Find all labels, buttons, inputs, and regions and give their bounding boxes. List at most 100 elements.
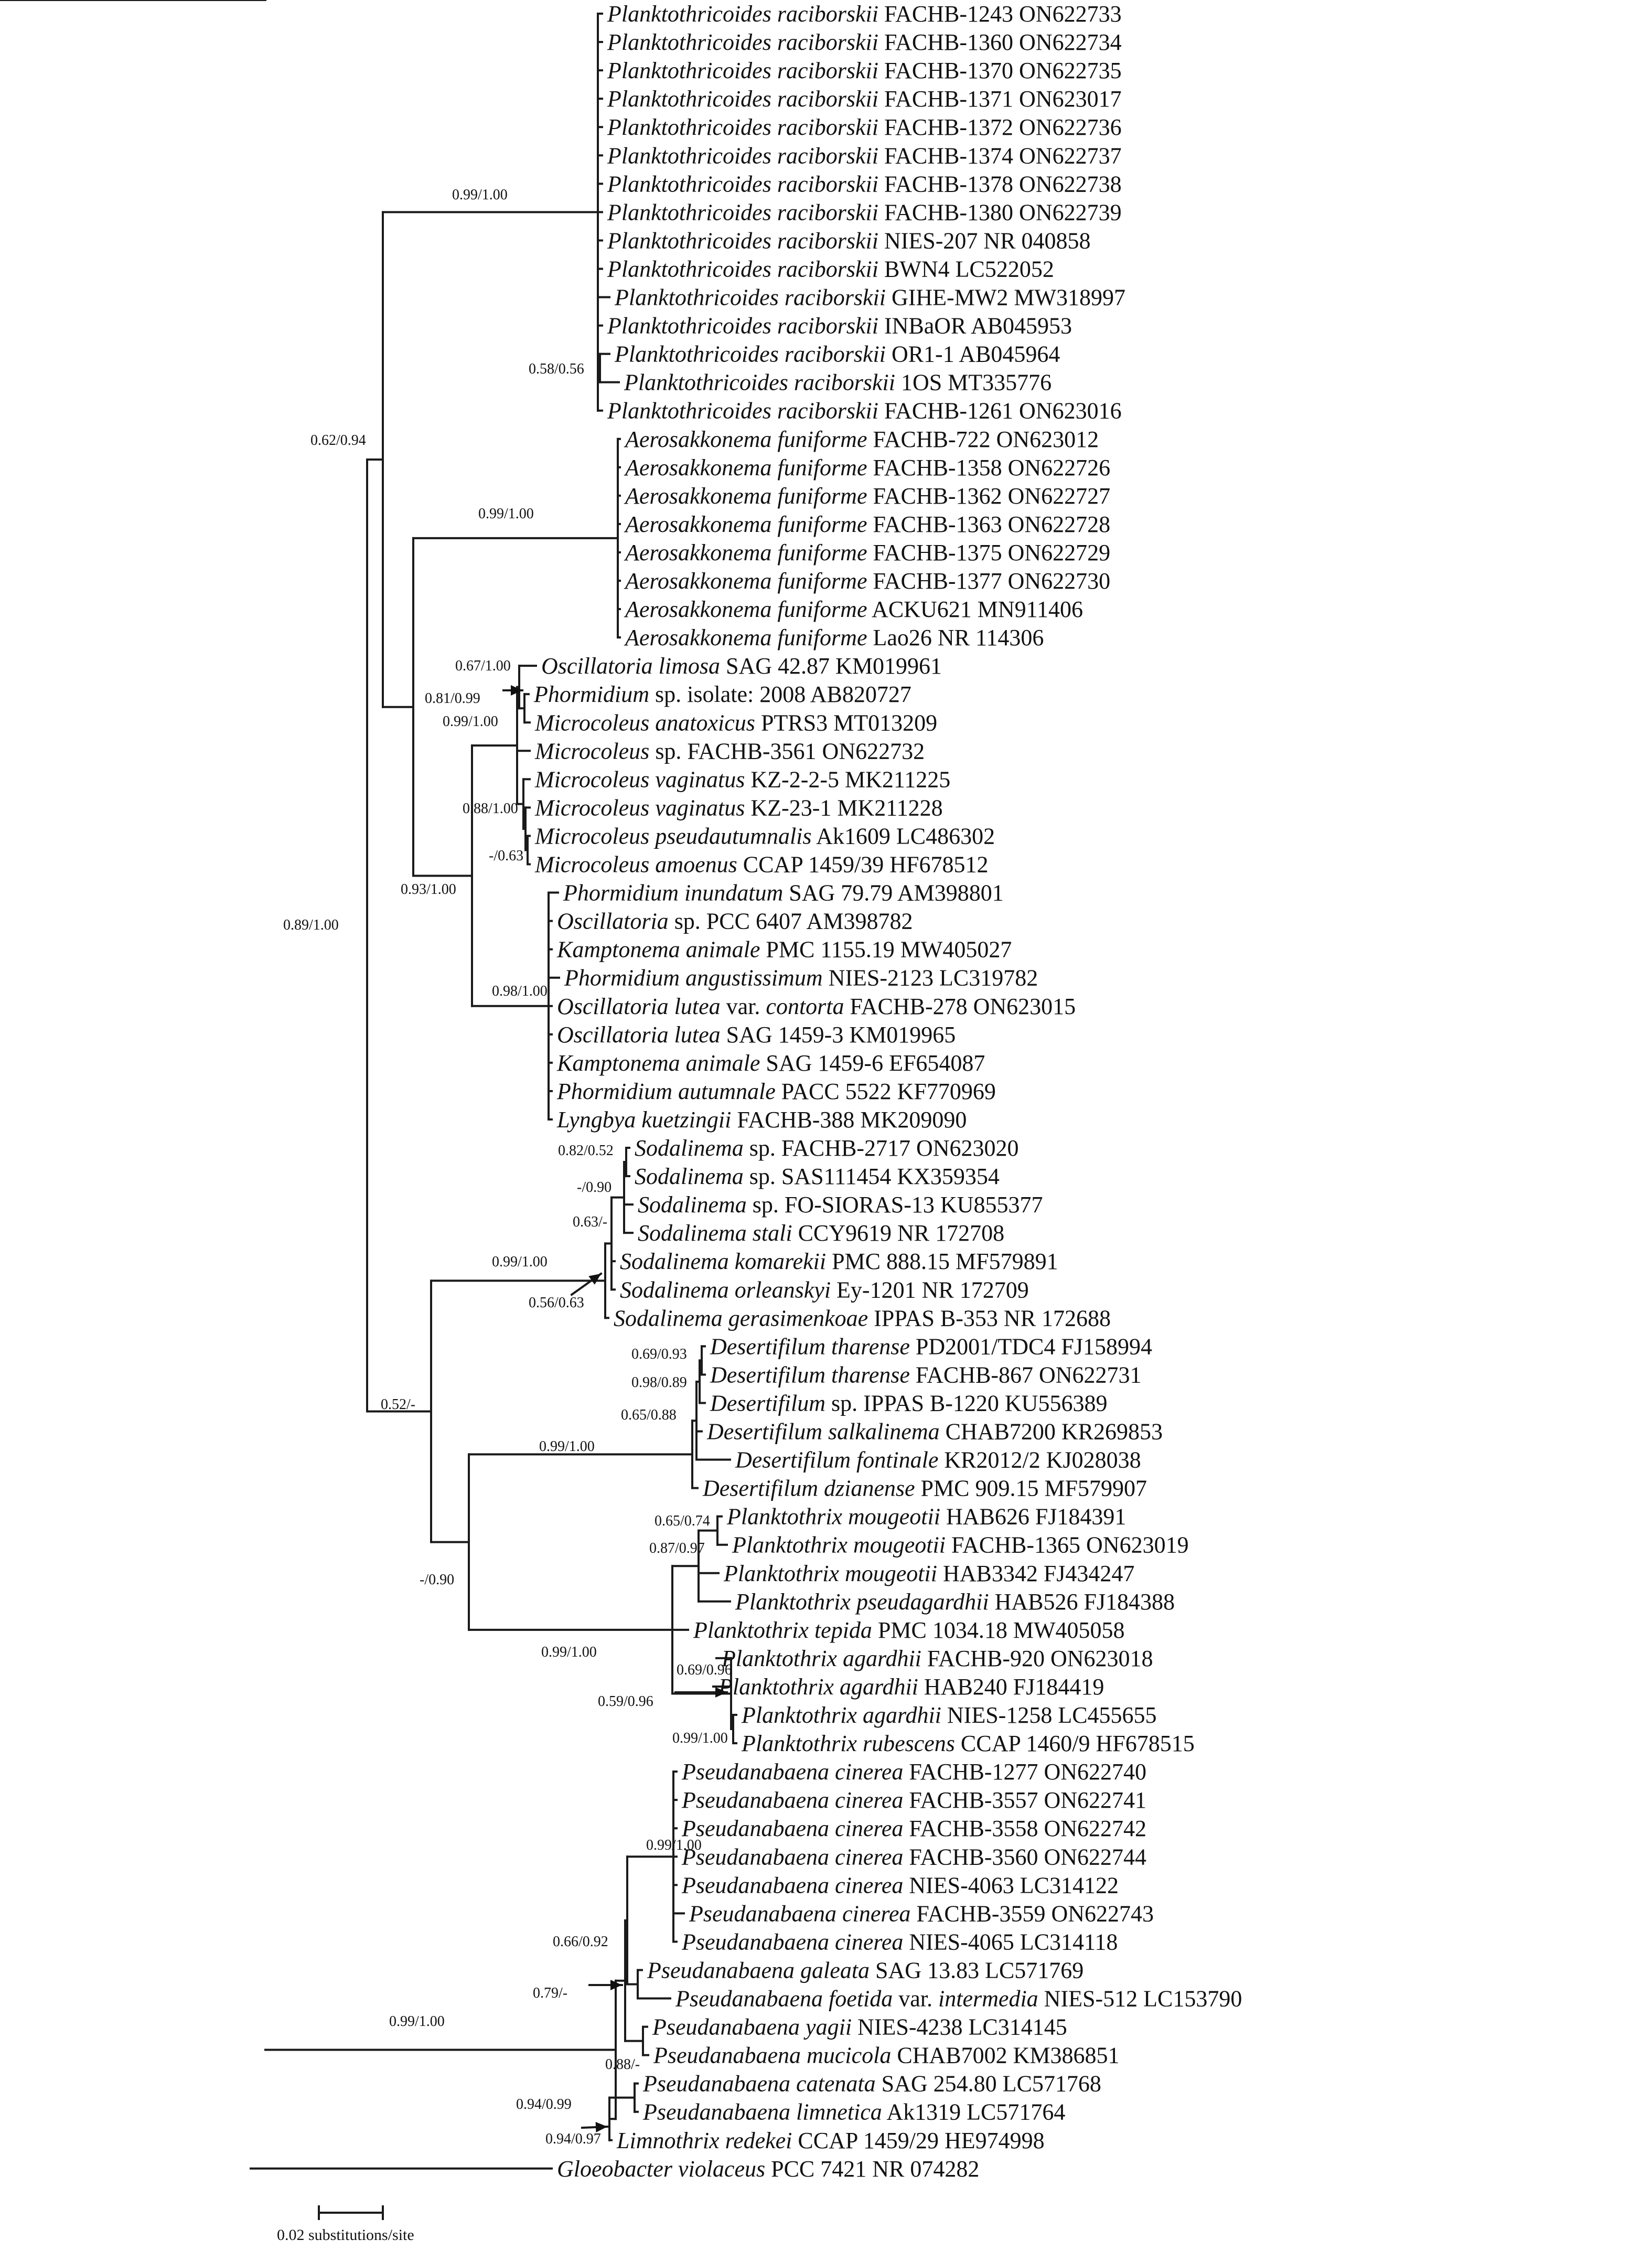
taxon-label-t63: Pseudanabaena cinerea FACHB-1277 ON62274…: [681, 1759, 1146, 1785]
taxon-strain: PMC 888.15 MF579891: [826, 1249, 1058, 1274]
taxon-strain: FACHB-1362 ON622727: [867, 483, 1110, 509]
taxon-label-t45: Sodalinema komarekii PMC 888.15 MF579891: [620, 1249, 1058, 1274]
taxon-label-t53: Desertifilum dzianense PMC 909.15 MF5799…: [702, 1476, 1147, 1501]
taxon-genus: Planktothricoides raciborskii: [624, 370, 895, 396]
taxon-strain: FACHB-1363 ON622728: [867, 511, 1110, 537]
taxon-label-t60: Planktothrix agardhii HAB240 FJ184419: [718, 1674, 1104, 1700]
taxon-strain: sp. FO-SIORAS-13 KU855377: [747, 1192, 1043, 1218]
taxon-genus: Planktothrix mougeotii: [723, 1561, 937, 1586]
taxon-label-t9: Planktothricoides raciborskii NIES-207 N…: [607, 228, 1091, 253]
taxon-genus: Planktothrix mougeotii: [732, 1532, 946, 1558]
taxon-strain: CCAP 1460/9 HF678515: [955, 1731, 1195, 1756]
taxon-strain: var.: [893, 1986, 932, 2012]
taxon-labels: Planktothricoides raciborskii FACHB-1243…: [533, 1, 1242, 2182]
taxon-genus: Pseudanabaena cinerea: [689, 1901, 910, 1926]
taxon-genus: Phormidium autumnale: [556, 1079, 776, 1104]
taxon-strain: Ak1609 LC486302: [812, 823, 995, 849]
taxon-strain: NIES-4238 LC314145: [852, 2014, 1067, 2040]
taxon-genus: Planktothricoides raciborskii: [607, 86, 878, 112]
taxon-label-t22: Aerosakkonema funiforme ACKU621 MN911406: [624, 596, 1083, 622]
arrow-head: [715, 1687, 727, 1698]
taxon-strain: FACHB-1380 ON622739: [878, 199, 1122, 225]
support-value: 0.56/0.63: [529, 1295, 584, 1311]
taxon-genus: Limnothrix redekei: [616, 2128, 792, 2153]
taxon-genus: Oscillatoria limosa: [541, 653, 720, 679]
support-value: 0.69/0.93: [631, 1346, 687, 1362]
taxon-genus: Pseudanabaena cinerea: [681, 1787, 903, 1813]
taxon-label-t8: Planktothricoides raciborskii FACHB-1380…: [607, 199, 1122, 225]
tree-branches: [0, 0, 737, 2170]
taxon-label-t36: Oscillatoria lutea var. contorta FACHB-2…: [557, 994, 1076, 1019]
taxon-genus: Planktothricoides raciborskii: [607, 256, 878, 282]
taxon-label-t27: Microcoleus sp. FACHB-3561 ON622732: [534, 738, 925, 764]
support-value: 0.59/0.96: [598, 1693, 653, 1710]
support-value: 0.94/0.99: [516, 2096, 572, 2113]
support-value: 0.99/1.00: [452, 187, 508, 203]
taxon-label-t1: Planktothricoides raciborskii FACHB-1243…: [607, 1, 1122, 27]
taxon-label-t35: Phormidium angustissimum NIES-2123 LC319…: [564, 965, 1038, 991]
taxon-genus: Phormidium: [533, 681, 649, 707]
taxon-strain: FACHB-1378 ON622738: [878, 171, 1122, 197]
taxon-genus: Microcoleus amoenus: [534, 852, 737, 878]
taxon-strain: sp. FACHB-2717 ON623020: [744, 1135, 1019, 1161]
taxon-label-t66: Pseudanabaena cinerea FACHB-3560 ON62274…: [681, 1844, 1146, 1870]
taxon-strain: Ak1319 LC571764: [882, 2099, 1066, 2125]
taxon-label-t21: Aerosakkonema funiforme FACHB-1377 ON622…: [624, 568, 1110, 594]
taxon-label-t46: Sodalinema orleanskyi Ey-1201 NR 172709: [620, 1277, 1029, 1303]
taxon-strain: FACHB-867 ON622731: [910, 1362, 1142, 1388]
taxon-genus: Planktothrix agardhii: [741, 1702, 941, 1728]
taxon-genus: Kamptonema animale: [556, 1050, 760, 1076]
taxon-label-t6: Planktothricoides raciborskii FACHB-1374…: [607, 143, 1122, 168]
support-value: 0.99/1.00: [492, 1254, 548, 1270]
taxon-label-t4: Planktothricoides raciborskii FACHB-1371…: [607, 86, 1122, 112]
taxon-label-t41: Sodalinema sp. FACHB-2717 ON623020: [635, 1135, 1019, 1161]
taxon-label-t77: Gloeobacter violaceus PCC 7421 NR 074282: [557, 2156, 979, 2182]
support-value: 0.99/1.00: [539, 1438, 595, 1455]
taxon-strain: FACHB-1375 ON622729: [867, 540, 1110, 566]
taxon-strain: FACHB-1372 ON622736: [878, 114, 1122, 140]
taxon-strain: var.: [721, 994, 766, 1019]
taxon-label-t75: Pseudanabaena limnetica Ak1319 LC571764: [642, 2099, 1065, 2125]
taxon-strain: INBaOR AB045953: [878, 313, 1072, 339]
taxon-genus: Aerosakkonema funiforme: [624, 455, 867, 481]
taxon-genus: Pseudanabaena catenata: [642, 2071, 876, 2097]
taxon-strain: PMC 1155.19 MW405027: [760, 937, 1012, 963]
taxon-strain: FACHB-1374 ON622737: [878, 143, 1122, 168]
taxon-genus: Pseudanabaena cinerea: [681, 1872, 903, 1898]
taxon-label-t16: Aerosakkonema funiforme FACHB-722 ON6230…: [624, 426, 1099, 452]
taxon-strain: FACHB-1371 ON623017: [878, 86, 1122, 112]
taxon-strain: GIHE-MW2 MW318997: [886, 285, 1125, 311]
taxon-strain: FACHB-1365 ON623019: [946, 1532, 1189, 1558]
taxon-label-t18: Aerosakkonema funiforme FACHB-1362 ON622…: [624, 483, 1110, 509]
taxon-label-t29: Microcoleus vaginatus KZ-23-1 MK211228: [534, 795, 943, 820]
taxon-label-t76: Limnothrix redekei CCAP 1459/29 HE974998: [616, 2128, 1045, 2153]
support-value: 0.67/1.00: [455, 658, 511, 674]
taxon-label-t51: Desertifilum salkalinema CHAB7200 KR2698…: [706, 1419, 1163, 1445]
taxon-strain: FACHB-3558 ON622742: [903, 1816, 1146, 1841]
taxon-genus: Microcoleus pseudautumnalis: [534, 823, 812, 849]
taxon-label-t72: Pseudanabaena yagii NIES-4238 LC314145: [652, 2014, 1067, 2040]
taxon-genus: Phormidium angustissimum: [564, 965, 823, 991]
taxon-genus: Pseudanabaena mucicola: [653, 2043, 891, 2068]
taxon-strain: PACC 5522 KF770969: [776, 1079, 996, 1104]
taxon-label-t38: Kamptonema animale SAG 1459-6 EF654087: [556, 1050, 985, 1076]
support-value: 0.69/0.96: [677, 1662, 732, 1678]
taxon-label-t67: Pseudanabaena cinerea NIES-4063 LC314122: [681, 1872, 1119, 1898]
taxon-label-t48: Desertifilum tharense PD2001/TDC4 FJ1589…: [710, 1333, 1152, 1359]
arrow-head: [595, 2121, 607, 2132]
taxon-strain: PMC 909.15 MF579907: [915, 1476, 1147, 1501]
taxon-strain: HAB240 FJ184419: [918, 1674, 1104, 1700]
taxon-label-t68: Pseudanabaena cinerea FACHB-3559 ON62274…: [689, 1901, 1154, 1926]
scale-bar-label: 0.02 substitutions/site: [277, 2226, 414, 2244]
taxon-label-t65: Pseudanabaena cinerea FACHB-3558 ON62274…: [681, 1816, 1146, 1841]
taxon-genus: Oscillatoria lutea: [557, 1022, 721, 1048]
support-value: -/0.63: [489, 848, 523, 864]
taxon-strain: Ey-1201 NR 172709: [831, 1277, 1029, 1303]
support-value: 0.98/1.00: [492, 983, 548, 999]
taxon-strain: FACHB-3560 ON622744: [903, 1844, 1146, 1870]
taxon-label-t49: Desertifilum tharense FACHB-867 ON622731: [710, 1362, 1142, 1388]
taxon-strain: PD2001/TDC4 FJ158994: [910, 1333, 1152, 1359]
taxon-genus: Planktothricoides raciborskii: [607, 29, 878, 55]
taxon-strain: KR2012/2 KJ028038: [938, 1447, 1141, 1473]
